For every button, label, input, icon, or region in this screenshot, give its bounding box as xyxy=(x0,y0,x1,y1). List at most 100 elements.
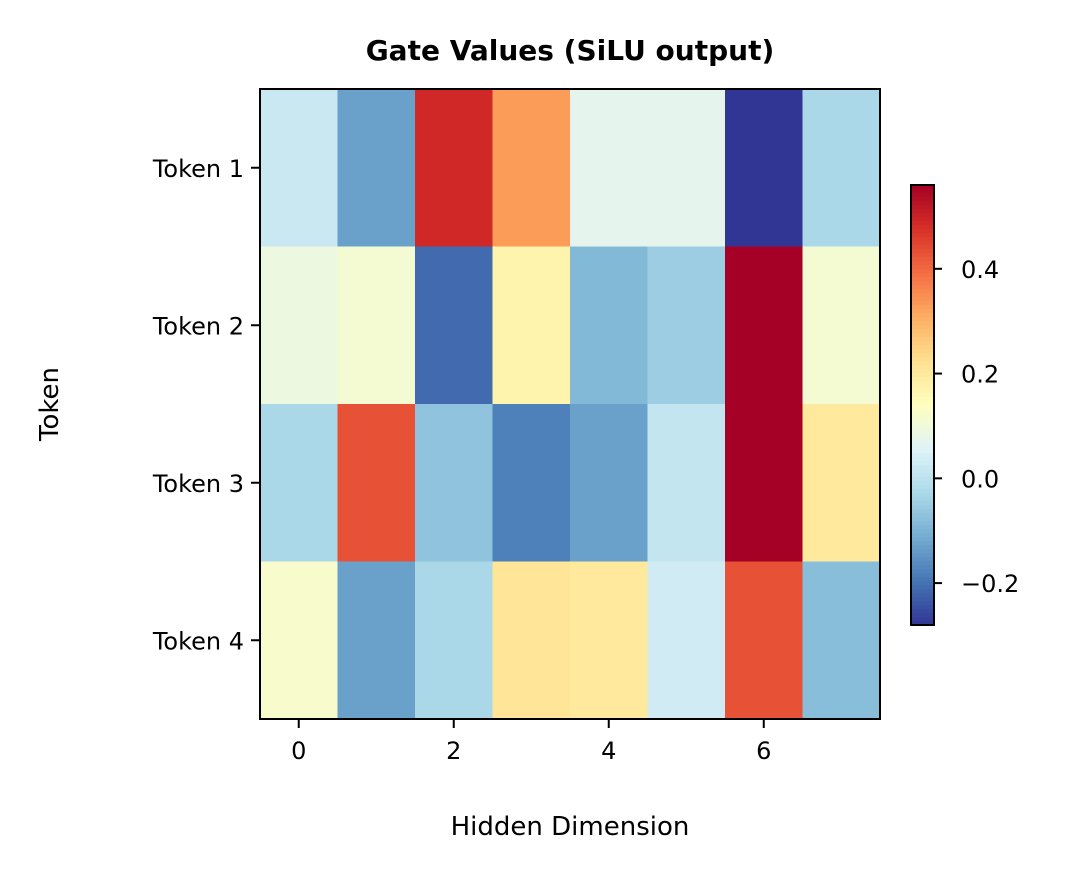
colorbar-segment xyxy=(911,269,934,274)
colorbar-segment xyxy=(911,381,934,386)
heatmap-cell xyxy=(492,561,571,720)
y-axis-label: Token xyxy=(35,367,65,442)
y-tick-label: Token 3 xyxy=(152,470,244,498)
colorbar-segment xyxy=(911,293,934,298)
colorbar-segment xyxy=(911,357,934,362)
colorbar-segment xyxy=(911,245,934,250)
colorbar-segment xyxy=(911,193,934,198)
colorbar-tick-label: 0.0 xyxy=(961,465,999,493)
heatmap-cell xyxy=(415,404,493,562)
colorbar-segment xyxy=(911,601,934,606)
colorbar-segment xyxy=(911,241,934,246)
colorbar-segment xyxy=(911,445,934,450)
y-tick-label: Token 4 xyxy=(152,627,244,655)
heatmap-cell xyxy=(492,89,571,247)
colorbar-segment xyxy=(911,493,934,498)
colorbar-segment xyxy=(911,333,934,338)
colorbar-segment xyxy=(911,185,934,190)
colorbar-segment xyxy=(911,429,934,434)
heatmap-cell xyxy=(570,404,648,562)
colorbar-segment xyxy=(911,545,934,550)
colorbar-segment xyxy=(911,265,934,270)
colorbar-segment xyxy=(911,457,934,462)
colorbar-segment xyxy=(911,481,934,486)
colorbar-segment xyxy=(911,281,934,286)
heatmap-cell xyxy=(337,246,416,405)
colorbar-segment xyxy=(911,613,934,618)
colorbar-segment xyxy=(911,405,934,410)
colorbar-segment xyxy=(911,329,934,334)
colorbar-segment xyxy=(911,409,934,414)
colorbar-segment xyxy=(911,417,934,422)
colorbar-segment xyxy=(911,477,934,482)
colorbar-segment xyxy=(911,393,934,398)
x-tick-label: 4 xyxy=(601,737,616,765)
colorbar-segment xyxy=(911,485,934,490)
colorbar-segment xyxy=(911,525,934,530)
colorbar-segment xyxy=(911,421,934,426)
colorbar-segment xyxy=(911,521,934,526)
colorbar-segment xyxy=(911,305,934,310)
colorbar-segment xyxy=(911,469,934,474)
heatmap-cell xyxy=(802,561,881,720)
colorbar-segment xyxy=(911,297,934,302)
colorbar-segment xyxy=(911,569,934,574)
heatmap-cell xyxy=(337,561,416,720)
colorbar-segment xyxy=(911,553,934,558)
colorbar-segment xyxy=(911,337,934,342)
colorbar-segment xyxy=(911,197,934,202)
colorbar-segment xyxy=(911,345,934,350)
colorbar-segment xyxy=(911,321,934,326)
chart-title: Gate Values (SiLU output) xyxy=(366,34,775,67)
colorbar-segment xyxy=(911,589,934,594)
colorbar-segment xyxy=(911,605,934,610)
colorbar-segment xyxy=(911,441,934,446)
colorbar-segment xyxy=(911,509,934,514)
colorbar-segment xyxy=(911,401,934,406)
heatmap-cell xyxy=(802,246,881,405)
colorbar-segment xyxy=(911,581,934,586)
plot-frame xyxy=(259,88,881,720)
colorbar-segment xyxy=(911,517,934,522)
colorbar-segment xyxy=(911,541,934,546)
x-tick-label: 2 xyxy=(446,737,461,765)
colorbar-segment xyxy=(911,365,934,370)
colorbar-segment xyxy=(911,373,934,378)
colorbar-segment xyxy=(911,389,934,394)
colorbar-segment xyxy=(911,301,934,306)
colorbar-segment xyxy=(911,501,934,506)
colorbar-segment xyxy=(911,621,934,626)
colorbar-segment xyxy=(911,217,934,222)
colorbar-segment xyxy=(911,317,934,322)
colorbar-segment xyxy=(911,425,934,430)
heatmap-cell xyxy=(492,246,571,405)
y-tick-label: Token 1 xyxy=(152,155,244,183)
heatmap-cell xyxy=(260,404,338,562)
colorbar-segment xyxy=(911,573,934,578)
colorbar-tick-label: 0.2 xyxy=(961,361,999,389)
heatmap-cell xyxy=(337,89,416,247)
colorbar-segment xyxy=(911,565,934,570)
colorbar-segment xyxy=(911,557,934,562)
heatmap-cell xyxy=(802,89,881,247)
colorbar-segment xyxy=(911,325,934,330)
colorbar-segment xyxy=(911,461,934,466)
colorbar-segment xyxy=(911,609,934,614)
colorbar-segment xyxy=(911,221,934,226)
colorbar-frame xyxy=(910,184,935,626)
colorbar-segment xyxy=(911,585,934,590)
heatmap-cell xyxy=(647,404,726,562)
colorbar-segment xyxy=(911,397,934,402)
colorbar-segment xyxy=(911,561,934,566)
heatmap-cell xyxy=(725,561,803,720)
colorbar-segment xyxy=(911,593,934,598)
heatmap-cell xyxy=(260,89,338,247)
colorbar-segment xyxy=(911,577,934,582)
colorbar-tick-label: 0.4 xyxy=(961,256,999,284)
colorbar-segment xyxy=(911,465,934,470)
colorbar-segment xyxy=(911,473,934,478)
colorbar-segment xyxy=(911,261,934,266)
heatmap-cell xyxy=(260,561,338,720)
colorbar-segment xyxy=(911,253,934,258)
